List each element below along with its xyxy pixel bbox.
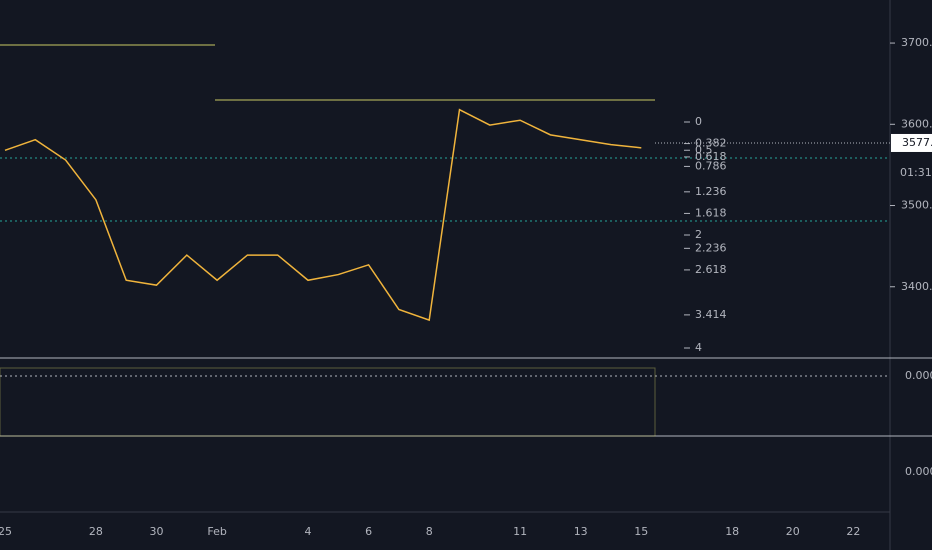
oscillator-area (0, 367, 656, 437)
fib-label: 0.786 (695, 159, 727, 172)
x-tick-label: 25 (0, 525, 12, 538)
y-tick-label: 3400.0 (901, 280, 932, 293)
fib-label: 0.382 (695, 137, 727, 150)
fib-label: 1.236 (695, 185, 727, 198)
price-line (4, 108, 642, 322)
x-tick-label: 6 (365, 525, 372, 538)
x-tick-label: 11 (513, 525, 527, 538)
lower-tick-label: 0.0000 (905, 465, 932, 478)
x-tick-label: 13 (574, 525, 588, 538)
fib-label: 4 (695, 341, 702, 354)
x-tick-label: 28 (89, 525, 103, 538)
fib-label: 2.618 (695, 263, 727, 276)
lower-tick-label: 0.0000 (905, 369, 932, 382)
last-price-label: 3577.0 (902, 136, 932, 149)
fib-label: 1.618 (695, 206, 727, 219)
x-tick-label: 22 (846, 525, 860, 538)
x-tick-label: 30 (150, 525, 164, 538)
fib-label: 2 (695, 228, 702, 241)
fib-label: 0.618 (695, 150, 727, 163)
x-tick-label: 8 (426, 525, 433, 538)
y-tick-label: 3600.0 (901, 117, 932, 130)
x-tick-label: 15 (634, 525, 648, 538)
last-price-box (891, 133, 932, 152)
y-tick-label: 3500.0 (901, 199, 932, 212)
x-tick-label: 4 (305, 525, 312, 538)
fib-label: 0 (695, 115, 702, 128)
y-tick-label: 3700.0 (901, 36, 932, 49)
x-tick-label: 18 (725, 525, 739, 538)
x-tick-label: 20 (786, 525, 800, 538)
fib-label: 3.414 (695, 308, 727, 321)
fib-label: 2.236 (695, 241, 727, 254)
fib-label: 0.5 (695, 143, 713, 156)
x-tick-label: Feb (207, 525, 226, 538)
countdown: 01:31:00 (900, 166, 932, 179)
